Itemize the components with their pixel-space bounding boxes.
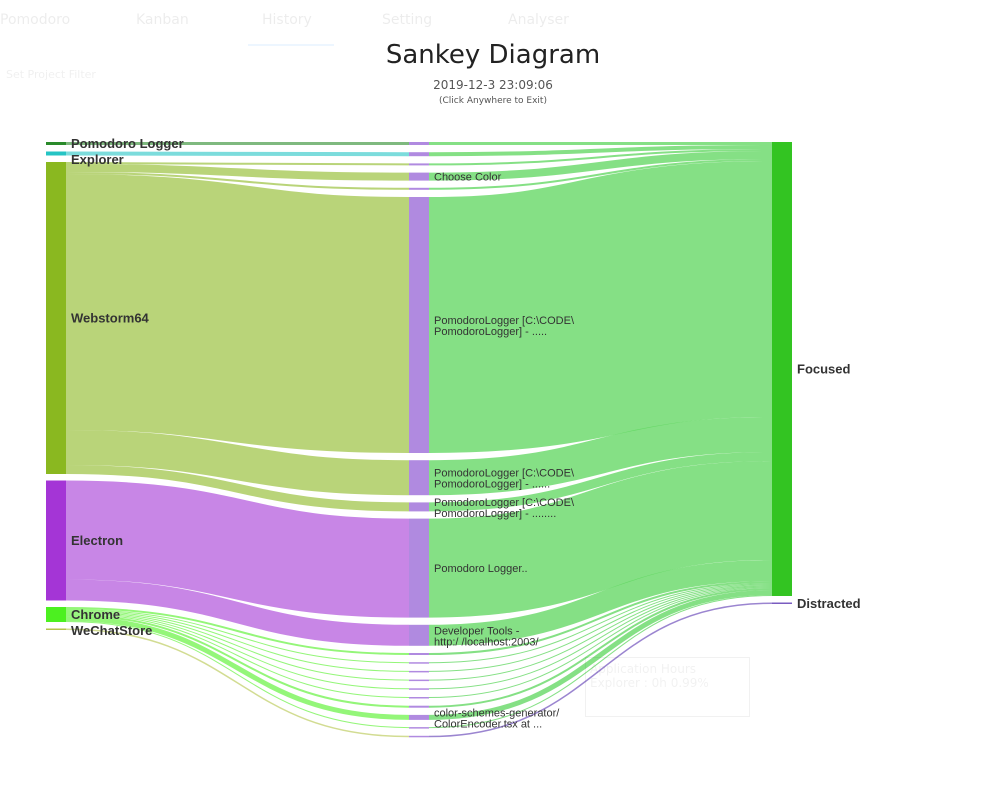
sankey-node-c8[interactable] (409, 714, 429, 720)
sankey-node-c4[interactable] (409, 679, 429, 682)
sankey-link-ex-m1[interactable] (65, 151, 410, 157)
sankey-link-c8-F[interactable] (428, 590, 773, 720)
sankey-node-m2[interactable] (409, 163, 429, 166)
sankey-node-c7[interactable] (409, 705, 429, 708)
top-tabs: Pomodoro Kanban History Setting Analyser (0, 8, 986, 46)
sankey-link-c3-F[interactable] (428, 584, 773, 672)
sankey-link-m4-F[interactable] (428, 159, 773, 190)
sankey-link-ch-c5[interactable] (65, 612, 410, 690)
sankey-node-c2[interactable] (409, 662, 429, 664)
tab-analyser[interactable]: Analyser (508, 12, 569, 28)
sankey-node-label: Webstorm64 (71, 311, 150, 326)
sankey-node-m4[interactable] (409, 187, 429, 190)
sankey-node-m5[interactable] (409, 197, 429, 453)
sankey-link-ch-c2[interactable] (65, 609, 410, 664)
page-title: Sankey Diagram (385, 40, 601, 70)
sankey-link-ch-c4[interactable] (65, 611, 410, 681)
sankey-link-ws-m3[interactable] (65, 164, 410, 181)
sankey-link-ws-m2[interactable] (65, 162, 410, 166)
sankey-link-ch-c7[interactable] (65, 614, 410, 708)
sankey-node-m9[interactable] (409, 624, 429, 646)
sankey-node-m1[interactable] (409, 152, 429, 157)
sankey-link-w1-D[interactable] (428, 602, 773, 738)
sankey-node-label: Developer Tools -http:/ /localhost:2003/ (434, 625, 540, 648)
sankey-node-D[interactable] (772, 602, 792, 605)
sankey-node-wc[interactable] (46, 628, 66, 631)
sankey-link-m7-F[interactable] (428, 452, 773, 512)
sankey-link-ch-c8[interactable] (65, 616, 410, 720)
sankey-link-m3-F[interactable] (428, 151, 773, 181)
sankey-node-ch[interactable] (46, 607, 66, 622)
tab-history[interactable]: History (262, 12, 312, 28)
sankey-node-c1[interactable] (409, 653, 429, 655)
tooltip-percent: 0.99% (670, 676, 709, 690)
sankey-link-c2-F[interactable] (428, 583, 773, 664)
sankey-node-label: Focused (797, 362, 851, 377)
sankey-node-c3[interactable] (409, 670, 429, 673)
sankey-link-ws-m7[interactable] (65, 465, 410, 512)
sankey-node-pl[interactable] (46, 142, 66, 145)
sankey-link-c5-F[interactable] (428, 586, 773, 690)
exit-hint[interactable]: (Click Anywhere to Exit) (439, 96, 547, 106)
tab-pomodoro[interactable]: Pomodoro (0, 12, 71, 28)
sankey-link-c4-F[interactable] (428, 585, 773, 681)
tab-setting[interactable]: Setting (382, 12, 433, 28)
sankey-link-ch-c3[interactable] (65, 610, 410, 672)
active-tab-indicator (248, 44, 334, 46)
sankey-node-c6[interactable] (409, 697, 429, 699)
sankey-node-m8[interactable] (409, 518, 429, 618)
sankey-node-label: PomodoroLogger [C:\CODE\ PomodoroLogger] … (434, 315, 575, 338)
sankey-link-m5-F[interactable] (428, 161, 773, 453)
sankey-link-ws-m5[interactable] (65, 174, 410, 453)
sankey-link-c1-F[interactable] (428, 581, 773, 655)
sankey-node-ws[interactable] (46, 162, 66, 474)
sankey-node-label: Chrome (71, 607, 120, 622)
date-label: 2019-12-3 23:09:06 (433, 78, 553, 92)
sankey-node-label: Pomodoro Logger.. (434, 563, 528, 575)
sankey-node-el[interactable] (46, 480, 66, 601)
sankey-node-c9[interactable] (409, 727, 429, 729)
tooltip-title: Application Hours (590, 662, 697, 676)
sankey-node-label: Electron (71, 533, 123, 548)
sankey-node-label: Distracted (797, 596, 861, 611)
sankey-node-m7[interactable] (409, 502, 429, 512)
tooltip: Application Hours Explorer : 0h 0.99% (585, 657, 750, 717)
tab-kanban[interactable]: Kanban (136, 12, 189, 28)
sankey-link-ch-c1[interactable] (65, 607, 410, 655)
links (65, 141, 773, 738)
sankey-node-m3[interactable] (409, 172, 429, 181)
sankey-node-label: Pomodoro Logger (71, 136, 184, 151)
sankey-link-el-m8[interactable] (65, 480, 410, 618)
sankey-node-label: color-schemes-generator/ColorEncoder.tsx… (434, 707, 560, 730)
sankey-link-wc-w1[interactable] (65, 628, 410, 738)
sankey-node-label: Choose Color (434, 172, 502, 184)
sankey-link-el-m9[interactable] (65, 579, 410, 646)
sankey-node-F[interactable] (772, 142, 792, 596)
project-filter-select[interactable]: Set Project Filter (6, 68, 96, 81)
sankey-link-m6-F[interactable] (428, 417, 773, 496)
sankey-link-c9-F[interactable] (428, 595, 773, 729)
sankey-node-m0[interactable] (409, 142, 429, 145)
sankey-link-ws-m4[interactable] (65, 172, 410, 190)
sankey-link-ws-m6[interactable] (65, 430, 410, 496)
sankey-link-m2-F[interactable] (428, 149, 773, 166)
sankey-link-m8-F[interactable] (428, 461, 773, 618)
sankey-node-w1[interactable] (409, 735, 429, 738)
sankey-link-c7-F[interactable] (428, 588, 773, 708)
sankey-link-c6-F[interactable] (428, 587, 773, 698)
sankey-node-m6[interactable] (409, 460, 429, 496)
sankey-link-m1-F[interactable] (428, 145, 773, 157)
sankey-node-label: WeChatStore (71, 623, 152, 638)
sankey-link-ch-c9[interactable] (65, 621, 410, 729)
sankey-node-label: PomodoroLogger [C:\CODE\ PomodoroLogger] … (434, 468, 575, 491)
tooltip-item: Explorer : 0h (590, 676, 667, 690)
sankey-node-label: PomodoroLogger [C:\CODE\ PomodoroLogger] … (434, 497, 575, 520)
sankey-node-ex[interactable] (46, 151, 66, 156)
sankey-link-m9-F[interactable] (428, 560, 773, 646)
sankey-node-c5[interactable] (409, 688, 429, 690)
sankey-link-ch-c6[interactable] (65, 613, 410, 698)
sankey-node-label: Explorer (71, 152, 124, 167)
